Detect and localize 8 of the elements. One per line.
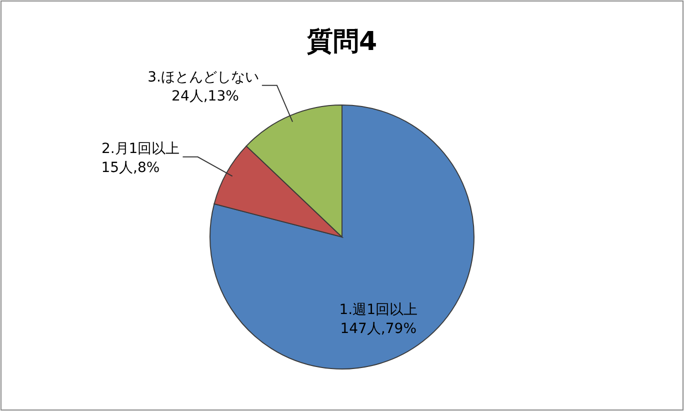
pie-slice xyxy=(210,104,474,370)
data-label: 147人,79% xyxy=(340,320,417,337)
slice-label: 2.月1回以上 xyxy=(101,140,180,157)
chart-title: 質問4 xyxy=(306,27,378,57)
data-label: 15人,8% xyxy=(101,160,160,176)
data-label: 24人,13% xyxy=(172,88,239,104)
slice-label: 1.週1回以上 xyxy=(339,302,418,318)
slice-label: 3.ほとんどしない xyxy=(148,69,259,86)
